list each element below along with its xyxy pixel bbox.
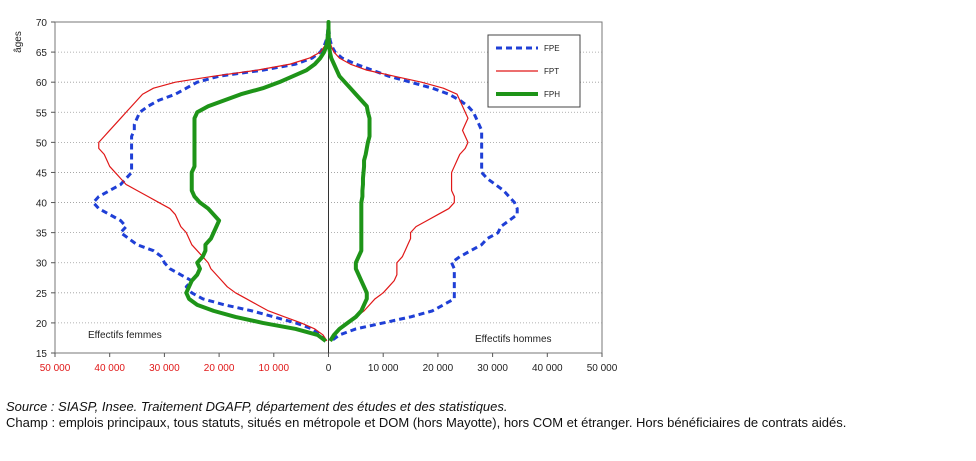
legend-label-fpe: FPE <box>544 44 560 53</box>
x-tick-label: 50 000 <box>40 363 71 374</box>
y-tick-label: 55 <box>36 108 48 119</box>
x-tick-label: 50 000 <box>587 363 618 374</box>
x-tick-label: 40 000 <box>94 363 125 374</box>
axes: 15 20 25 30 35 40 45 50 55 60 65 70 50 000 40 000 30 0… <box>36 18 618 374</box>
x-tick-label: 30 000 <box>149 363 180 374</box>
annotation-men: Effectifs hommes <box>475 334 552 345</box>
y-tick-label: 20 <box>36 319 48 330</box>
x-tick-label: 10 000 <box>259 363 290 374</box>
x-tick-label: 20 000 <box>423 363 454 374</box>
y-tick-label: 60 <box>36 78 48 89</box>
legend: FPE FPT FPH <box>487 34 581 108</box>
y-tick-label: 40 <box>36 199 48 210</box>
series-line-fph <box>184 20 372 343</box>
y-tick-label: 30 <box>36 259 48 270</box>
series-lines <box>91 20 519 343</box>
legend-label-fpt: FPT <box>544 67 559 76</box>
x-tick-label: 20 000 <box>204 363 235 374</box>
champ-line: Champ : emplois principaux, tous statuts… <box>6 415 847 430</box>
x-tick-label: 0 <box>326 363 332 374</box>
x-tick-label: 30 000 <box>477 363 508 374</box>
source-note: Source : SIASP, Insee. Traitement DGAFP,… <box>6 399 970 431</box>
y-tick-label: 15 <box>36 349 48 360</box>
legend-label-fph: FPH <box>544 90 560 99</box>
x-tick-label: 40 000 <box>532 363 563 374</box>
source-line: Source : SIASP, Insee. Traitement DGAFP,… <box>6 399 508 414</box>
x-tick-label: 10 000 <box>368 363 399 374</box>
population-pyramid-chart: 15 20 25 30 35 40 45 50 55 60 65 70 50 000 40 000 30 0… <box>13 18 618 374</box>
annotation-women: Effectifs femmes <box>88 330 162 341</box>
y-tick-label: 35 <box>36 229 48 240</box>
y-tick-label: 65 <box>36 48 48 59</box>
y-tick-label: 45 <box>36 168 48 179</box>
y-tick-label: 50 <box>36 138 48 149</box>
y-tick-label: 25 <box>36 289 48 300</box>
y-tick-label: 70 <box>36 18 48 29</box>
y-axis-label: âges <box>13 31 24 53</box>
